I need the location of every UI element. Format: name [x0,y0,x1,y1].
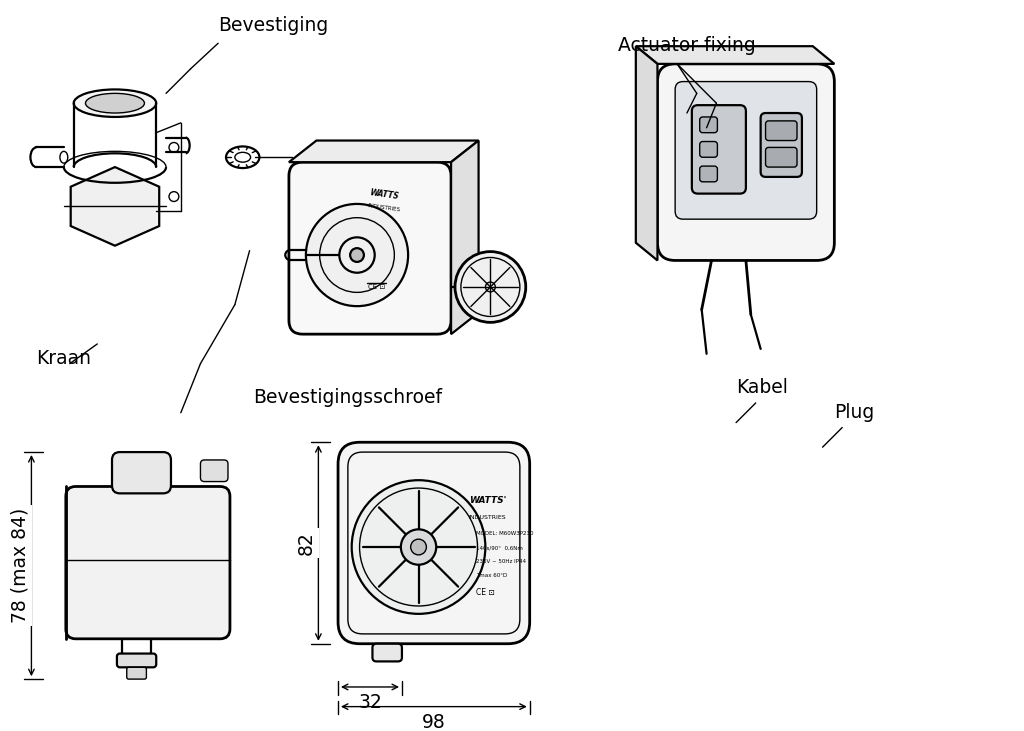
FancyBboxPatch shape [127,667,146,679]
Polygon shape [71,167,159,246]
Text: 82: 82 [297,531,316,555]
Text: Kabel: Kabel [736,378,787,397]
FancyBboxPatch shape [699,142,718,157]
Polygon shape [451,140,478,334]
FancyBboxPatch shape [201,460,228,482]
Text: WATTS: WATTS [370,189,399,202]
Text: Actuator fixing: Actuator fixing [618,36,756,55]
Polygon shape [289,140,478,162]
Polygon shape [636,46,657,260]
Ellipse shape [351,480,485,614]
FancyBboxPatch shape [766,148,797,167]
Ellipse shape [74,89,157,117]
FancyBboxPatch shape [373,644,402,662]
FancyBboxPatch shape [289,162,451,334]
Text: INDUSTRIES: INDUSTRIES [469,515,506,520]
FancyBboxPatch shape [699,166,718,182]
Ellipse shape [455,251,525,322]
Text: MODEL: M60W3P230: MODEL: M60W3P230 [476,531,534,536]
Text: 32: 32 [358,693,382,712]
Polygon shape [636,46,835,64]
Text: 98: 98 [422,713,445,731]
FancyBboxPatch shape [699,117,718,133]
FancyBboxPatch shape [675,82,817,219]
Text: INDUSTRIES: INDUSTRIES [368,202,401,212]
FancyBboxPatch shape [117,654,157,667]
FancyBboxPatch shape [66,487,230,639]
Text: 140s/90°  0,6Nm: 140s/90° 0,6Nm [476,545,523,550]
FancyBboxPatch shape [761,113,802,177]
FancyBboxPatch shape [692,105,745,194]
Ellipse shape [350,248,364,262]
FancyBboxPatch shape [766,121,797,140]
FancyBboxPatch shape [112,452,171,493]
Ellipse shape [411,539,426,555]
Text: 230V ~ 50Hz IP44: 230V ~ 50Hz IP44 [476,559,526,564]
Text: Bevestigingsschroef: Bevestigingsschroef [253,388,442,407]
Ellipse shape [400,529,436,565]
Text: Kraan: Kraan [36,349,91,368]
Text: Bevestiging: Bevestiging [218,17,329,35]
Text: Plug: Plug [835,403,874,422]
FancyBboxPatch shape [338,442,529,644]
Text: CE ⊡: CE ⊡ [476,588,495,597]
Text: CE ⊡: CE ⊡ [368,284,385,290]
FancyBboxPatch shape [657,64,835,260]
Ellipse shape [85,94,144,113]
Text: WATTS': WATTS' [469,496,506,504]
Text: Tmax 60°D: Tmax 60°D [476,573,507,578]
Ellipse shape [306,204,409,306]
Text: 78 (max 84): 78 (max 84) [10,508,29,624]
